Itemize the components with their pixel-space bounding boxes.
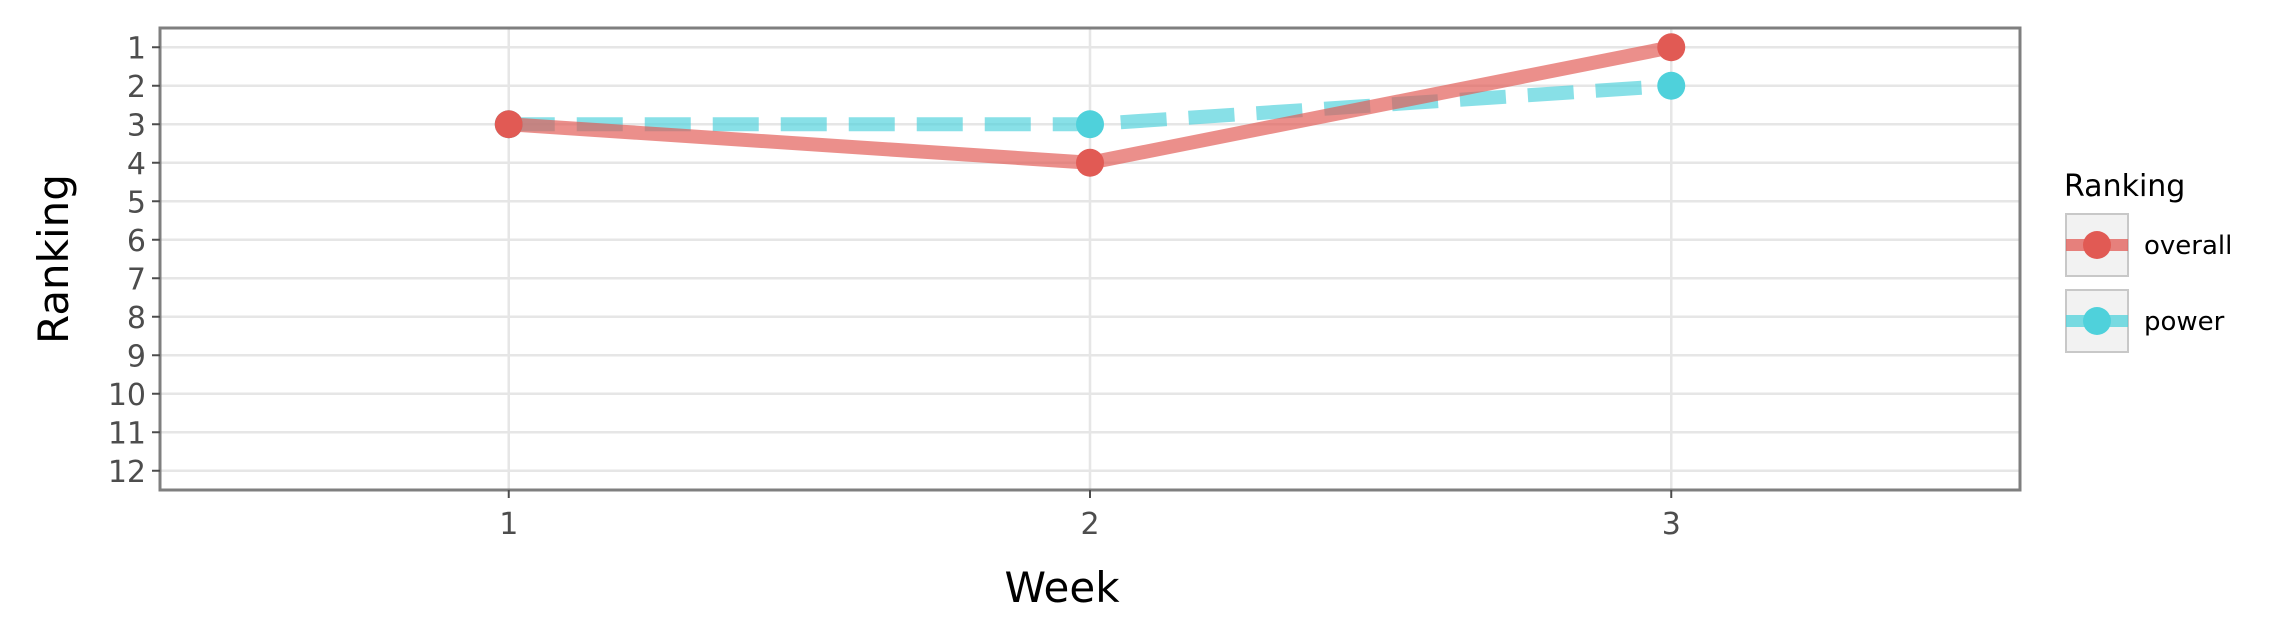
y-tick-label: 6 — [127, 224, 146, 259]
data-point-power — [1076, 110, 1104, 139]
x-tick-label: 3 — [1662, 507, 1681, 542]
y-tick-label: 11 — [108, 416, 146, 451]
legend-key-point — [2083, 231, 2111, 259]
data-point-power — [1657, 71, 1686, 100]
data-point-overall — [494, 110, 523, 139]
x-tick-label: 1 — [499, 507, 518, 542]
y-tick-label: 7 — [127, 262, 146, 297]
legend-item-power: power — [2065, 289, 2225, 353]
y-axis-title: Ranking — [29, 174, 78, 344]
y-tick-label: 1 — [127, 31, 146, 66]
legend-title: Ranking — [2064, 169, 2185, 204]
legend: Ranking overall power — [2064, 169, 2232, 353]
y-tick-label: 8 — [127, 301, 146, 336]
y-tick-label: 3 — [127, 108, 146, 143]
y-tick-label: 9 — [127, 339, 146, 374]
legend-label: power — [2144, 307, 2225, 337]
data-point-overall — [1657, 33, 1686, 62]
y-tick-label: 10 — [108, 378, 146, 413]
y-tick-label: 2 — [127, 70, 146, 105]
y-tick-label: 5 — [127, 185, 146, 220]
legend-item-overall: overall — [2065, 213, 2232, 277]
legend-label: overall — [2144, 231, 2232, 261]
y-tick-label: 4 — [127, 147, 146, 182]
legend-key-point — [2083, 307, 2111, 335]
series-layer — [494, 33, 1686, 177]
x-axis-title: Week — [1004, 563, 1120, 612]
grid-lines — [160, 28, 2020, 490]
legend-items: overall power — [2065, 213, 2232, 353]
y-tick-label: 12 — [108, 455, 146, 490]
x-tick-label: 2 — [1080, 507, 1099, 542]
data-point-overall — [1076, 148, 1104, 177]
